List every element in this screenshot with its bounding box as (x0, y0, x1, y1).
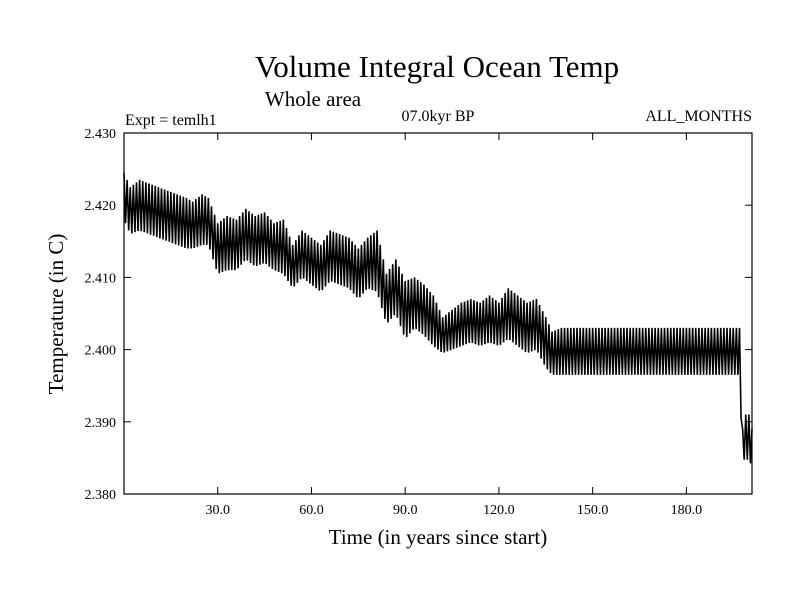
period-label: 07.0kyr BP (402, 108, 475, 125)
y-tick-label: 2.430 (85, 127, 117, 142)
y-tick-label: 2.410 (85, 271, 117, 286)
chart-title: Volume Integral Ocean Temp (255, 49, 619, 84)
series-line (123, 172, 753, 464)
y-axis-label: Temperature (in C) (44, 234, 68, 395)
y-tick-label: 2.380 (85, 488, 117, 503)
x-tick-label: 120.0 (483, 503, 515, 518)
x-tick-label: 90.0 (393, 503, 418, 518)
y-tick-label: 2.420 (85, 199, 117, 214)
y-tick-label: 2.390 (85, 416, 117, 431)
x-axis-label: Time (in years since start) (329, 525, 548, 549)
x-tick-label: 30.0 (205, 503, 230, 518)
x-tick-label: 180.0 (671, 503, 703, 518)
months-label: ALL_MONTHS (645, 108, 752, 125)
x-tick-label: 150.0 (577, 503, 609, 518)
y-tick-label: 2.400 (85, 344, 117, 359)
series-layer (123, 172, 753, 464)
plot-frame (123, 132, 753, 495)
x-tick-label: 60.0 (299, 503, 324, 518)
chart-subtitle: Whole area (265, 87, 362, 111)
experiment-label: Expt = temlh1 (125, 112, 217, 129)
